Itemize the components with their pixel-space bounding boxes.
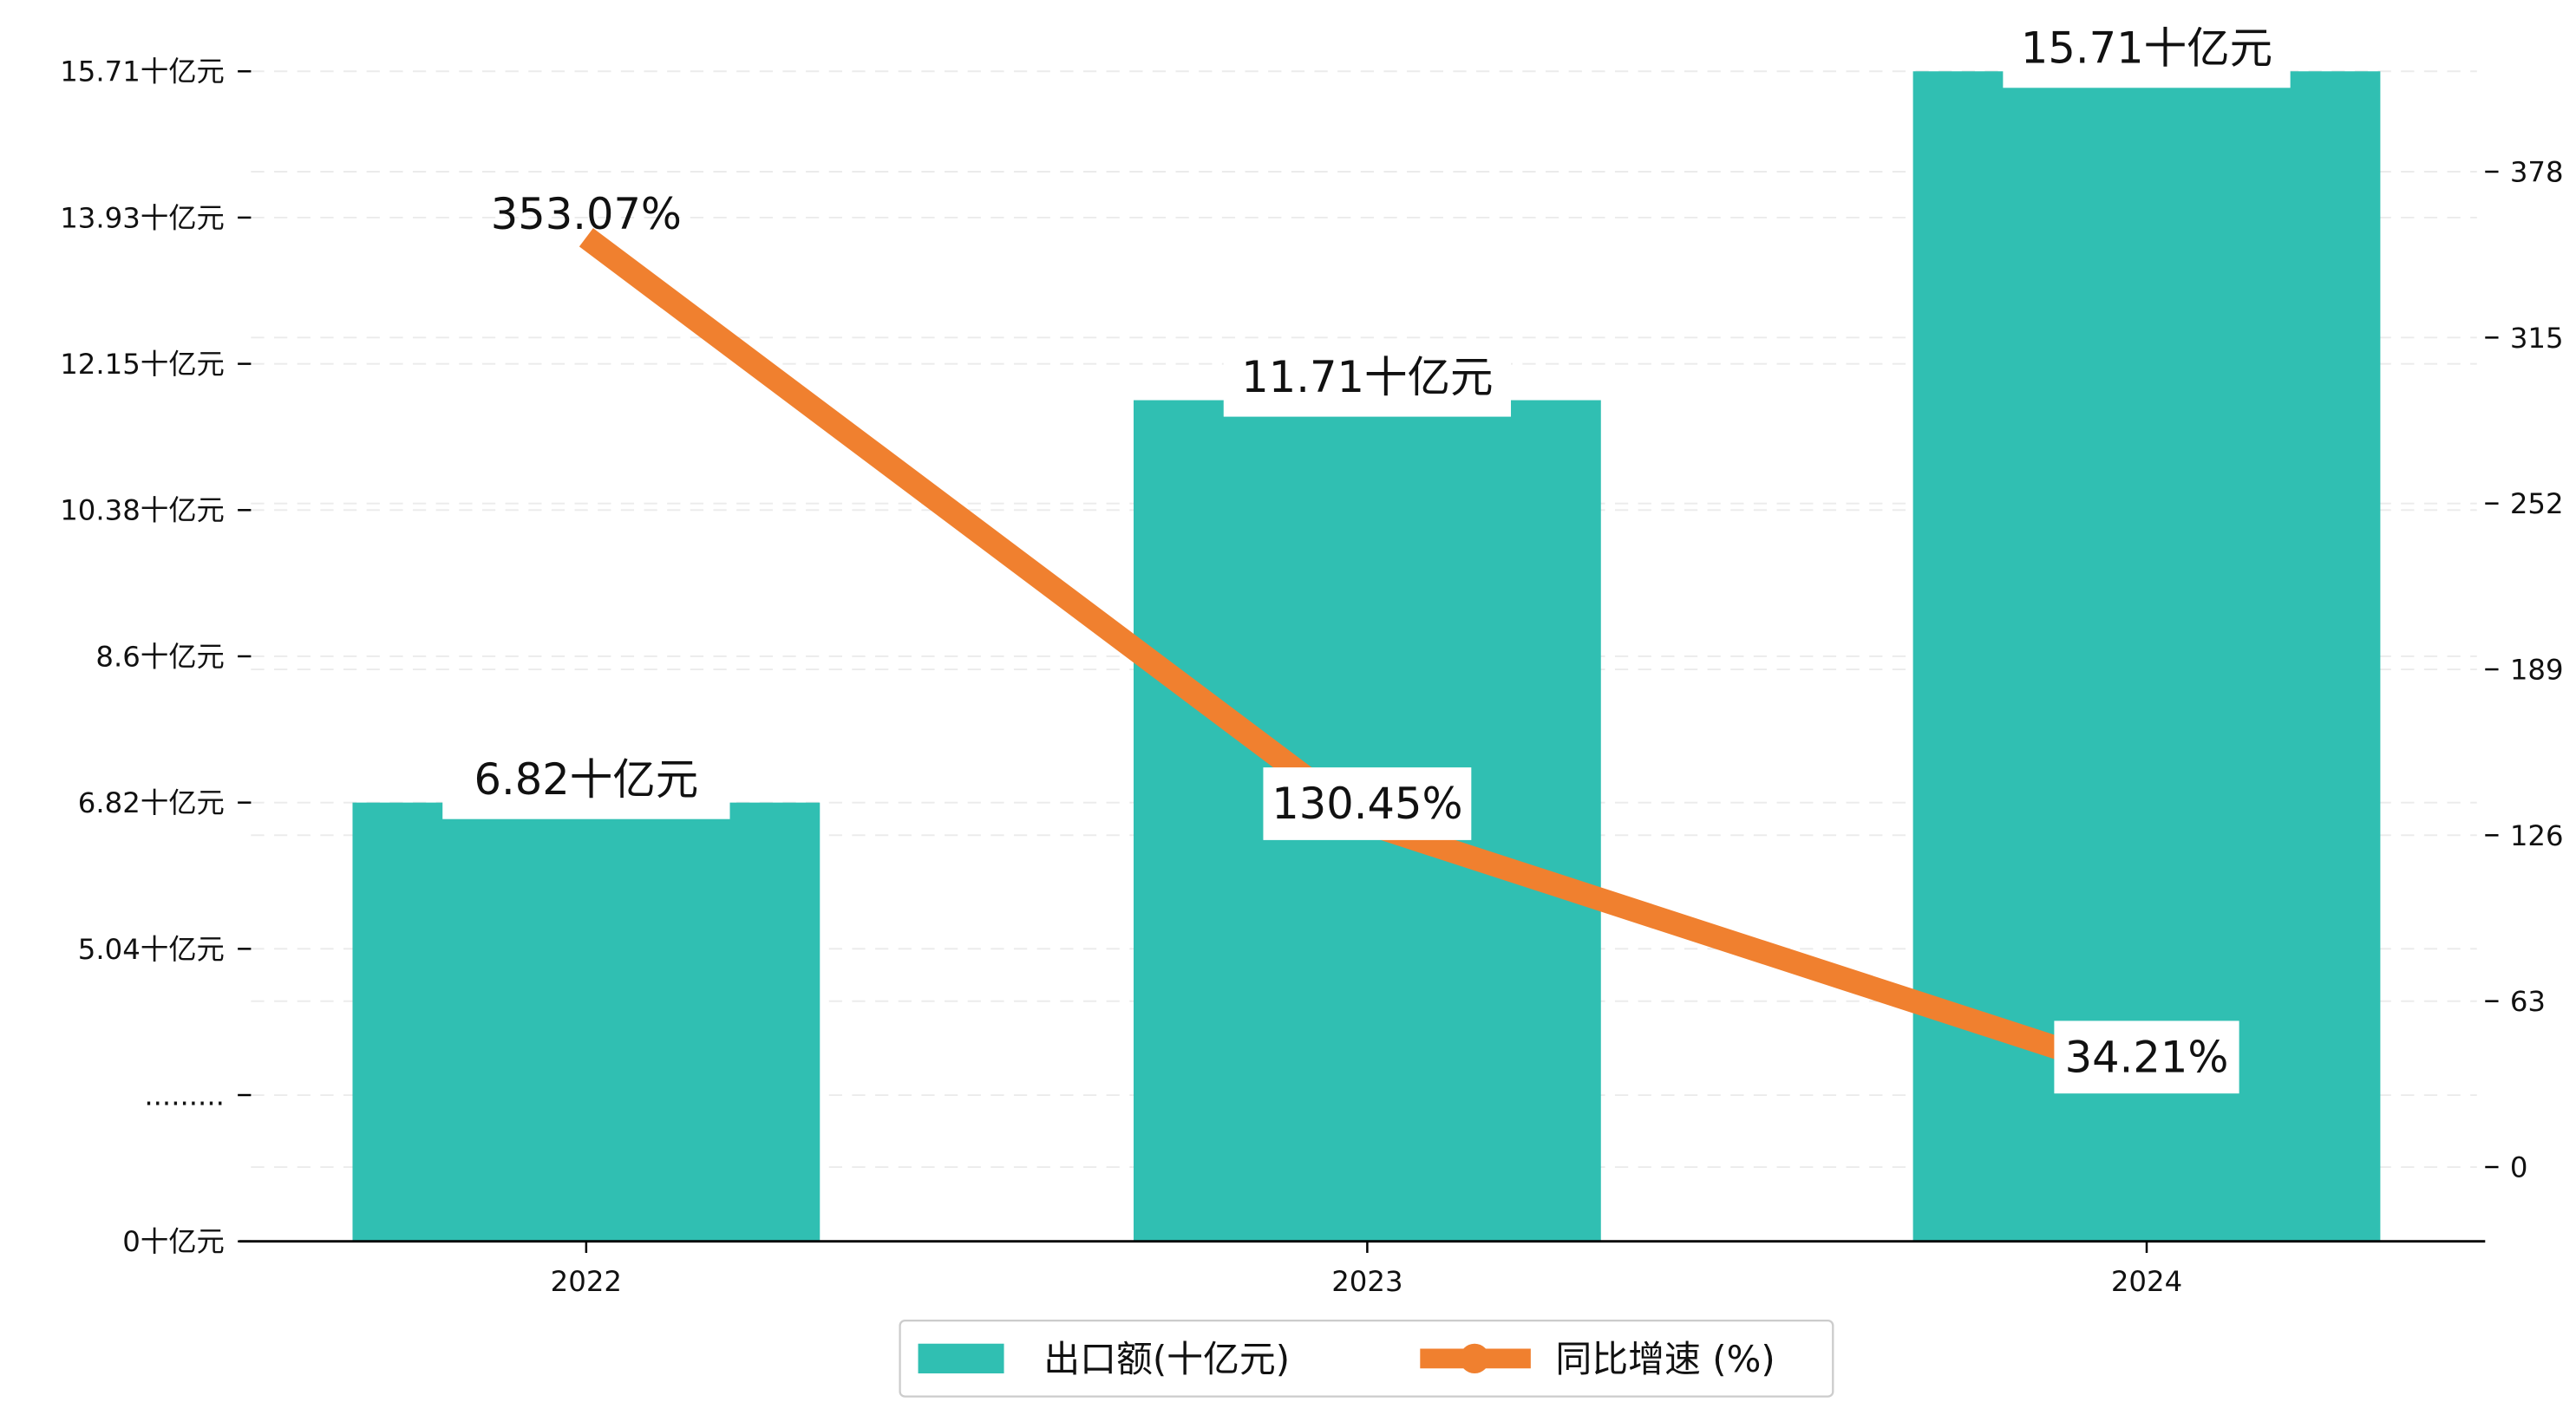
bar-label-bg xyxy=(442,753,730,819)
bar-2022 xyxy=(352,802,821,1242)
bar-label-bg xyxy=(1223,350,1512,417)
line-label-bg xyxy=(2054,1020,2239,1094)
right-tick-label: 0 xyxy=(2510,1151,2528,1184)
legend: 出口额(十亿元) 同比增速 (%) xyxy=(899,1319,1834,1398)
x-tick-label: 2024 xyxy=(2111,1265,2182,1298)
right-tick-label: 315 xyxy=(2510,322,2564,355)
line-value-label: 34.21% xyxy=(2065,1032,2229,1082)
line-value-label: 353.07% xyxy=(491,189,682,239)
left-tick-label: ......... xyxy=(144,1079,225,1112)
left-axis: 0十亿元......... 5.04十亿元 6.82十亿元 8.6十亿元 10.38十亿… xyxy=(60,55,252,1258)
right-tick-label: 378 xyxy=(2510,155,2564,188)
legend-line-marker xyxy=(1460,1343,1490,1374)
left-tick-label: 5.04十亿元 xyxy=(78,933,225,966)
bar-value-label: 11.71十亿元 xyxy=(1241,352,1493,402)
right-axis: 0 63 126 189 252 315 378 xyxy=(2485,155,2564,1184)
bar-value-label: 6.82十亿元 xyxy=(474,754,699,805)
right-tick-label: 189 xyxy=(2510,653,2564,686)
line-value-label: 130.45% xyxy=(1272,779,1462,829)
bar-label-bg xyxy=(2003,22,2291,88)
right-tick-label: 63 xyxy=(2510,985,2546,1018)
left-tick-label: 15.71十亿元 xyxy=(60,55,225,88)
x-axis: 2022 2023 2024 xyxy=(551,1241,2182,1298)
x-tick-label: 2023 xyxy=(1331,1265,1402,1298)
left-tick-label: 10.38十亿元 xyxy=(60,494,225,527)
legend-bar-swatch xyxy=(918,1343,1004,1374)
left-tick-label: 0十亿元 xyxy=(122,1225,225,1258)
x-tick-label: 2022 xyxy=(551,1265,622,1298)
left-tick-label: 12.15十亿元 xyxy=(60,348,225,381)
left-tick-label: 6.82十亿元 xyxy=(78,786,225,819)
data-labels: 6.82十亿元 11.71十亿元 15.71十亿元 353.07% 130.45% 34.… xyxy=(442,22,2291,1094)
bar-value-label: 15.71十亿元 xyxy=(2021,23,2272,74)
right-tick-label: 126 xyxy=(2510,819,2564,852)
legend-label-export: 出口额(十亿元) xyxy=(1043,1338,1290,1380)
left-tick-label: 8.6十亿元 xyxy=(95,640,225,673)
legend-box xyxy=(899,1319,1834,1398)
legend-label-growth: 同比增速 (%) xyxy=(1555,1338,1775,1380)
left-tick-label: 13.93十亿元 xyxy=(60,201,225,234)
line-label-bg xyxy=(1263,767,1472,840)
right-tick-label: 252 xyxy=(2510,487,2564,520)
